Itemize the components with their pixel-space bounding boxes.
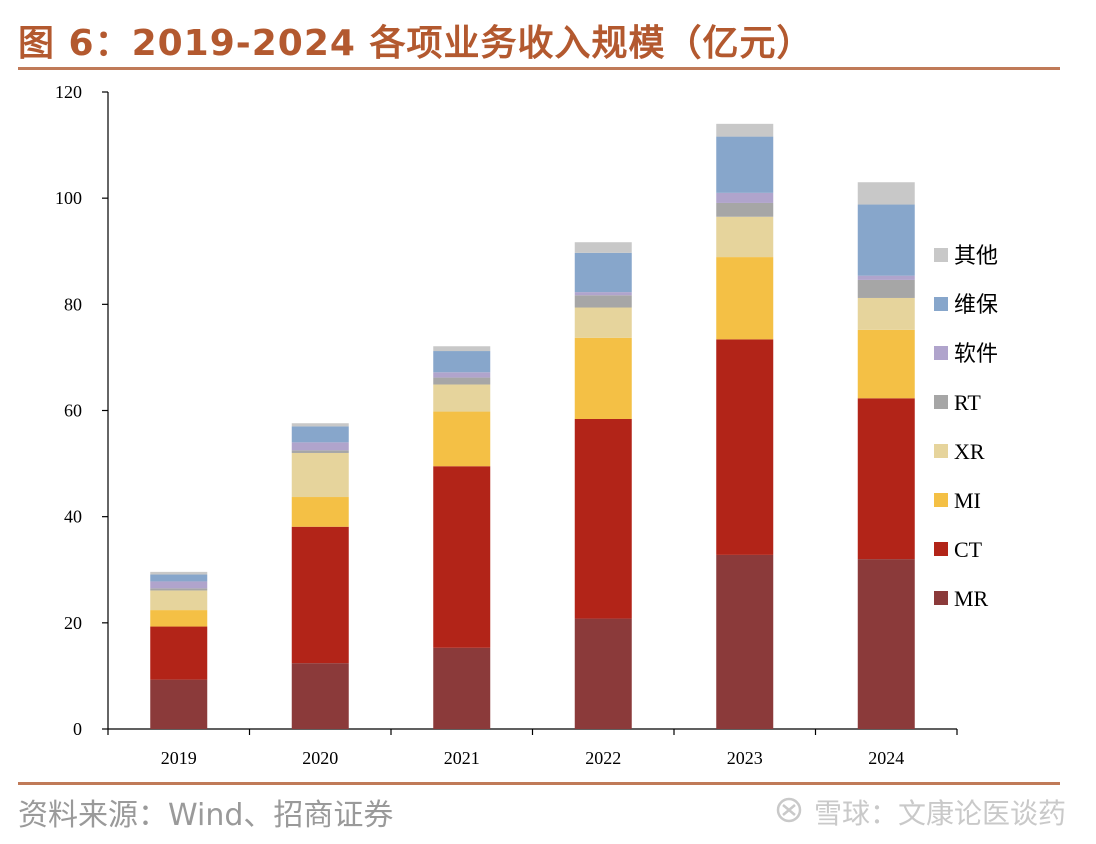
- bar-segment: [433, 351, 491, 373]
- x-tick-label: 2019: [161, 748, 197, 768]
- bar-segment: [150, 590, 208, 611]
- stacked-bar-chart: 0 20 40 60 80 100 120 2019 2020 2021 2022 2023 2024…: [55, 82, 998, 768]
- legend-swatch: [934, 346, 948, 360]
- bar-segment: [857, 559, 915, 729]
- watermark: 雪球：文康论医谈药: [776, 792, 1066, 832]
- bar-segment: [574, 418, 632, 619]
- bar-segment: [716, 257, 774, 340]
- bar-segment: [574, 252, 632, 293]
- legend-label: RT: [954, 390, 981, 415]
- bar-segment: [291, 526, 349, 664]
- snowball-icon: [776, 797, 806, 830]
- bar-segment: [291, 423, 349, 427]
- bar-segment: [291, 663, 349, 729]
- legend-swatch: [934, 542, 948, 556]
- bar-segment: [150, 626, 208, 680]
- legend-label: 其他: [954, 243, 998, 268]
- bar-segment: [433, 346, 491, 352]
- legend-swatch: [934, 591, 948, 605]
- y-tick-label: 80: [64, 294, 82, 314]
- bar-segment: [716, 123, 774, 137]
- bar-segment: [574, 242, 632, 253]
- legend-label: 维保: [954, 292, 998, 317]
- bar-segment: [857, 279, 915, 298]
- bar-segment: [716, 216, 774, 258]
- title-divider: [18, 67, 1060, 70]
- y-tick-label: 100: [55, 188, 82, 208]
- legend-swatch: [934, 395, 948, 409]
- bar-segment: [291, 452, 349, 498]
- bar-segment: [716, 192, 774, 203]
- legend-label: MR: [954, 586, 989, 611]
- footer-divider: [18, 782, 1060, 785]
- bar-segment: [574, 292, 632, 296]
- y-tick-label: 40: [64, 507, 82, 527]
- bar-segment: [291, 426, 349, 443]
- bar-segment: [857, 275, 915, 280]
- bar-segment: [433, 411, 491, 467]
- legend-swatch: [934, 297, 948, 311]
- x-tick-label: 2022: [585, 748, 621, 768]
- bar-segment: [433, 372, 491, 378]
- legend-swatch: [934, 248, 948, 262]
- bar-stacks: [150, 123, 915, 729]
- bar-segment: [150, 588, 208, 591]
- bar-segment: [857, 182, 915, 205]
- legend-swatch: [934, 444, 948, 458]
- bar-segment: [150, 610, 208, 627]
- y-tick-label: 120: [55, 82, 82, 102]
- bar-segment: [291, 450, 349, 453]
- bar-segment: [716, 136, 774, 193]
- source-note: 资料来源：Wind、招商证券: [18, 798, 394, 833]
- bar-segment: [433, 466, 491, 648]
- bar-segment: [433, 377, 491, 385]
- legend-label: CT: [954, 537, 983, 562]
- bar-segment: [857, 204, 915, 276]
- bar-segment: [150, 574, 208, 582]
- bar-segment: [716, 339, 774, 555]
- x-tick-label: 2020: [302, 748, 338, 768]
- x-tick-label: 2024: [868, 748, 904, 768]
- y-tick-label: 60: [64, 401, 82, 421]
- bar-segment: [574, 295, 632, 308]
- y-tick-label: 20: [64, 613, 82, 633]
- legend-swatch: [934, 493, 948, 507]
- bar-segment: [433, 384, 491, 412]
- x-axis: 2019 2020 2021 2022 2023 2024: [107, 728, 958, 768]
- chart-title: 图 6：2019-2024 各项业务收入规模（亿元）: [18, 23, 814, 64]
- x-tick-label: 2021: [444, 748, 480, 768]
- legend-label: MI: [954, 488, 981, 513]
- bar-segment: [150, 571, 208, 575]
- legend-label: 软件: [954, 341, 998, 366]
- bar-segment: [291, 442, 349, 451]
- bar-segment: [433, 647, 491, 729]
- bar-segment: [574, 337, 632, 419]
- bar-segment: [857, 398, 915, 560]
- legend-label: XR: [954, 439, 985, 464]
- y-tick-label: 0: [73, 719, 82, 739]
- watermark-text: 雪球：文康论医谈药: [813, 797, 1066, 830]
- bar-segment: [574, 307, 632, 338]
- x-tick-label: 2023: [727, 748, 763, 768]
- bar-segment: [574, 618, 632, 729]
- bar-segment: [857, 297, 915, 330]
- bar-segment: [150, 581, 208, 589]
- bar-segment: [150, 679, 208, 729]
- bar-segment: [291, 497, 349, 527]
- bar-segment: [716, 554, 774, 729]
- bar-segment: [857, 329, 915, 399]
- y-axis: 0 20 40 60 80 100 120: [55, 82, 109, 739]
- bar-segment: [716, 202, 774, 217]
